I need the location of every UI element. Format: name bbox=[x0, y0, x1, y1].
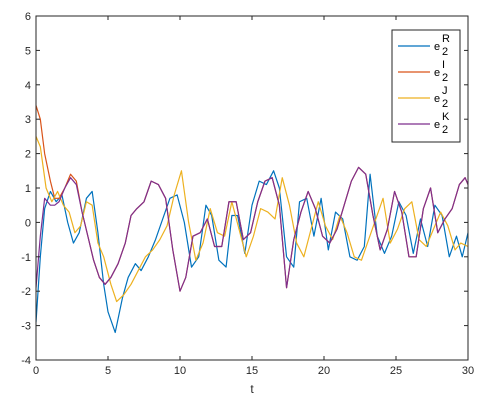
x-tick-label: 30 bbox=[462, 365, 474, 377]
series-line-e2R bbox=[36, 170, 468, 334]
legend-entry-e2I: eI2 bbox=[434, 59, 448, 84]
x-tick-label: 25 bbox=[390, 365, 402, 377]
y-tick-label: -4 bbox=[21, 355, 31, 367]
legend-label-sub: 2 bbox=[442, 46, 448, 58]
y-tick-label: 4 bbox=[25, 80, 31, 92]
legend-label-sup: R bbox=[442, 33, 450, 45]
series-layer bbox=[36, 105, 468, 334]
legend-label-base: e bbox=[434, 93, 440, 105]
series-line-e2J bbox=[36, 136, 468, 303]
legend-box bbox=[391, 29, 461, 143]
legend-label-sub: 2 bbox=[442, 124, 448, 136]
legend-label-sup: I bbox=[442, 59, 445, 71]
y-tick-label: 3 bbox=[25, 114, 31, 126]
y-tick-label: 1 bbox=[25, 183, 31, 195]
legend-label-base: e bbox=[434, 119, 440, 131]
x-tick-label: 15 bbox=[246, 365, 258, 377]
x-tick-label: 5 bbox=[105, 365, 111, 377]
legend-label-sub: 2 bbox=[442, 98, 448, 110]
y-tick-label: 6 bbox=[25, 11, 31, 23]
y-tick-label: -2 bbox=[21, 286, 31, 298]
x-tick-label: 20 bbox=[318, 365, 330, 377]
y-tick-label: -1 bbox=[21, 252, 31, 264]
y-tick-label: 0 bbox=[25, 217, 31, 229]
legend-label-base: e bbox=[434, 41, 440, 53]
ticks: 0 5 10 15 20 25 30 -4 -3 -2 -1 0 1 2 3 4 5 6 bbox=[21, 11, 474, 377]
legend-label-base: e bbox=[434, 67, 440, 79]
x-tick-label: 10 bbox=[174, 365, 186, 377]
series-line-e2K bbox=[36, 166, 468, 292]
x-axis-title: t bbox=[250, 382, 254, 396]
y-tick-label: -3 bbox=[21, 321, 31, 333]
y-tick-label: 2 bbox=[25, 149, 31, 161]
x-tick-label: 0 bbox=[33, 365, 39, 377]
legend-entry-e2J: eJ2 bbox=[434, 85, 448, 110]
legend-entry-e2R: eR2 bbox=[434, 33, 450, 58]
legend-label-sup: J bbox=[442, 85, 448, 97]
y-tick-label: 5 bbox=[25, 45, 31, 57]
legend-label-sup: K bbox=[442, 111, 450, 123]
legend-label-sub: 2 bbox=[442, 72, 448, 84]
legend-entry-e2K: eK2 bbox=[434, 111, 450, 136]
